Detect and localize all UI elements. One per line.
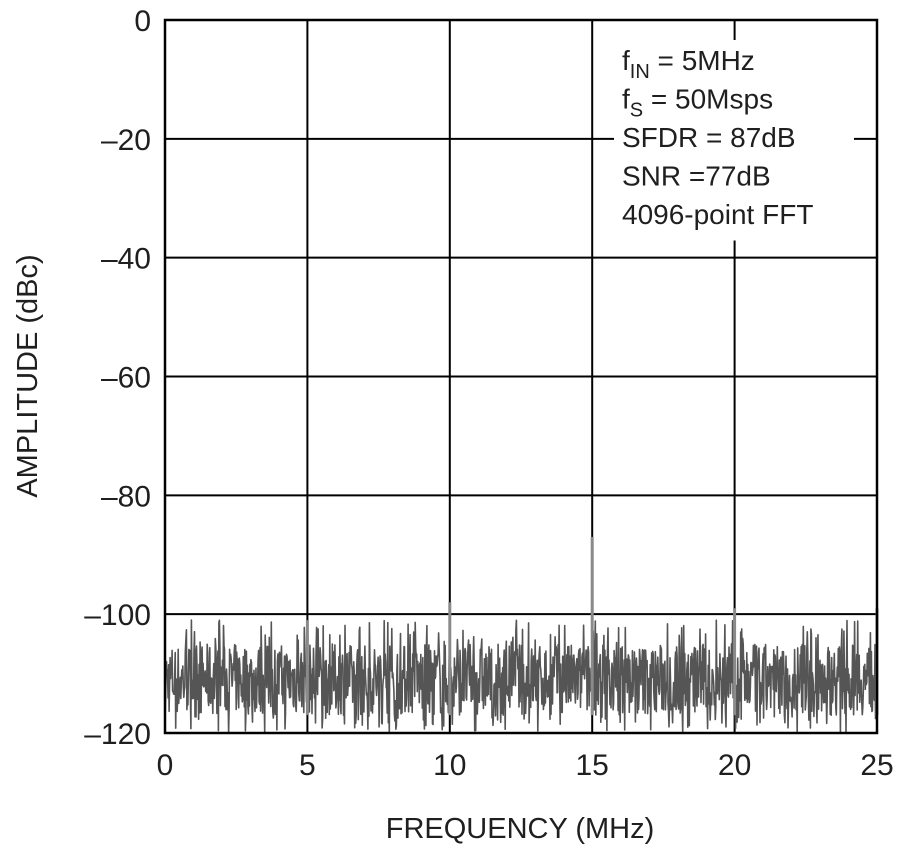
x-axis-title: FREQUENCY (MHz)	[386, 813, 655, 845]
annotation-line: SNR =77dB	[622, 161, 771, 192]
y-tick-label: –20	[101, 124, 151, 157]
annotation-line: SFDR = 87dB	[622, 122, 796, 153]
y-tick-label: –120	[84, 718, 151, 751]
x-tick-labels: 0 5 10 15 20 25	[157, 749, 894, 782]
plot-frame	[163, 18, 879, 735]
y-tick-label: –80	[101, 480, 151, 513]
y-tick-labels: 0 –20 –40 –60 –80 –100 –120	[84, 5, 151, 751]
y-axis-title: AMPLITUDE (dBc)	[12, 254, 44, 497]
annotation-line: fIN = 5MHz	[622, 45, 755, 83]
x-tick-label: 10	[433, 749, 466, 782]
y-tick-label: –100	[84, 599, 151, 632]
x-tick-label: 5	[299, 749, 316, 782]
x-tick-label: 0	[157, 749, 174, 782]
y-tick-label: 0	[134, 5, 151, 38]
annotation-line: 4096-point FFT	[622, 199, 813, 230]
annotation-background	[614, 40, 854, 241]
y-tick-label: –40	[101, 243, 151, 276]
x-tick-label: 25	[860, 749, 893, 782]
x-tick-label: 20	[718, 749, 751, 782]
noise-floor-trace	[164, 619, 878, 734]
x-tick-label: 15	[576, 749, 609, 782]
y-tick-label: –60	[101, 362, 151, 395]
fft-trace	[164, 536, 879, 734]
annotation-line: fS = 50Msps	[622, 84, 773, 122]
